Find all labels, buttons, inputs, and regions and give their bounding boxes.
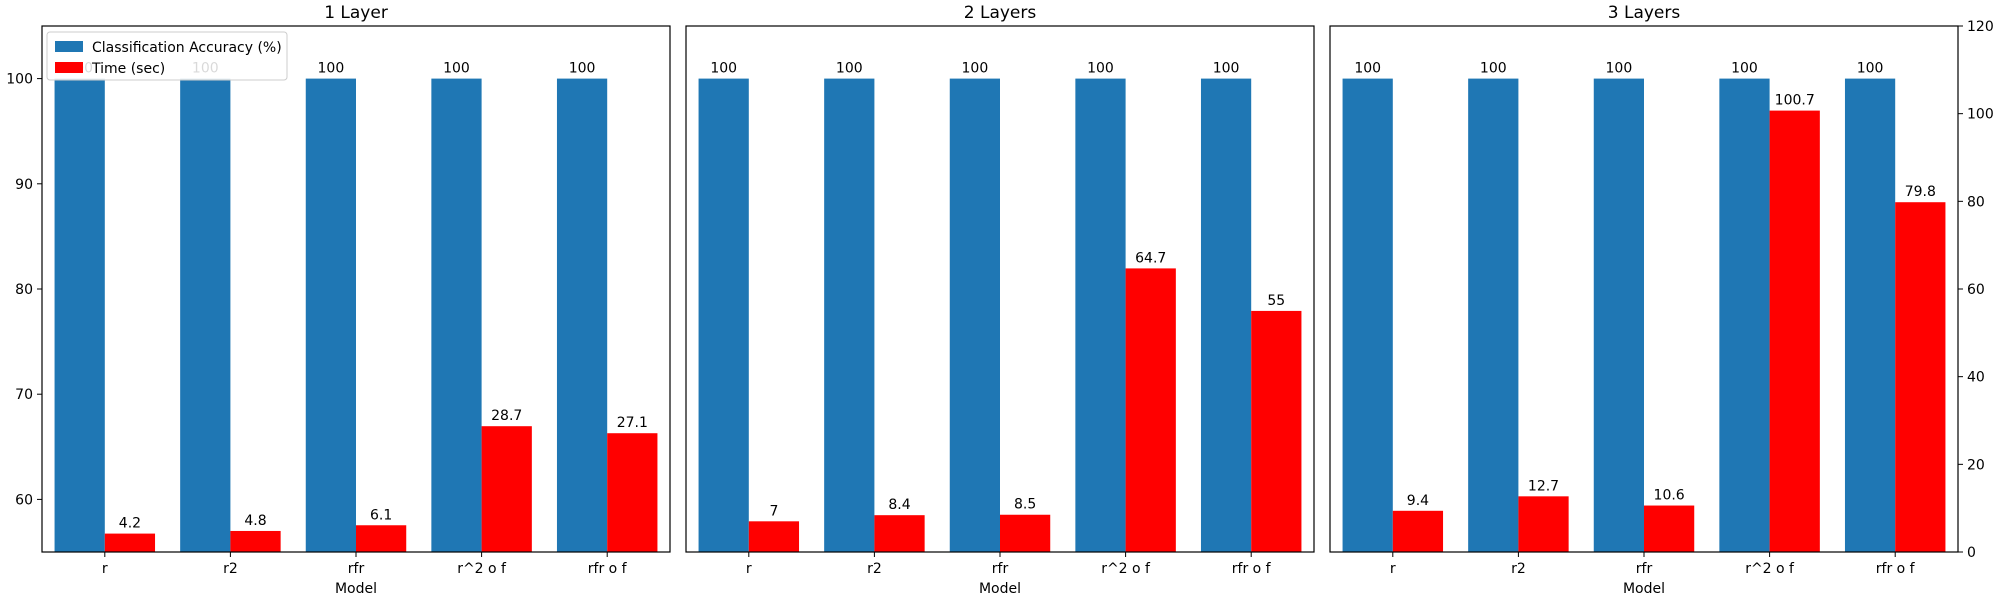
panel-title: 1 Layer bbox=[324, 3, 388, 23]
x-tick-label: rfr o f bbox=[1876, 561, 1916, 577]
time-bar bbox=[1895, 202, 1946, 552]
accuracy-bar bbox=[305, 78, 356, 552]
accuracy-bar bbox=[556, 78, 608, 552]
accuracy-value-label: 100 bbox=[962, 61, 989, 77]
time-value-label: 10.6 bbox=[1654, 488, 1685, 504]
accuracy-bar bbox=[1342, 78, 1393, 552]
x-tick-label: rfr o f bbox=[1232, 561, 1272, 577]
accuracy-value-label: 100 bbox=[1480, 61, 1507, 77]
x-axis-label: Model bbox=[979, 581, 1021, 597]
time-bar bbox=[1251, 310, 1302, 552]
accuracy-bar bbox=[824, 78, 875, 552]
left-y-tick-label: 80 bbox=[15, 282, 33, 298]
left-y-tick-label: 60 bbox=[15, 492, 33, 508]
legend-label: Classification Accuracy (%) bbox=[92, 40, 282, 56]
time-bar bbox=[748, 521, 800, 552]
left-y-tick-label: 100 bbox=[6, 72, 33, 88]
accuracy-value-label: 100 bbox=[1606, 61, 1633, 77]
right-y-tick-label: 120 bbox=[1967, 19, 1994, 35]
left-y-tick-label: 90 bbox=[15, 177, 33, 193]
time-bar bbox=[104, 533, 156, 552]
accuracy-value-label: 100 bbox=[318, 61, 345, 77]
x-tick-label: rfr bbox=[348, 561, 365, 577]
time-value-label: 6.1 bbox=[370, 507, 392, 523]
x-tick-label: r^2 o f bbox=[1745, 561, 1795, 577]
x-tick-label: r bbox=[746, 561, 752, 577]
accuracy-value-label: 100 bbox=[443, 61, 470, 77]
right-y-tick-label: 100 bbox=[1967, 107, 1994, 123]
accuracy-value-label: 100 bbox=[1354, 61, 1381, 77]
time-value-label: 100.7 bbox=[1775, 93, 1815, 109]
time-value-label: 8.4 bbox=[888, 497, 910, 513]
accuracy-value-label: 100 bbox=[1087, 61, 1114, 77]
x-tick-label: r^2 o f bbox=[457, 561, 507, 577]
accuracy-value-label: 100 bbox=[710, 61, 737, 77]
time-bar bbox=[874, 515, 925, 552]
accuracy-bar bbox=[1719, 78, 1770, 552]
accuracy-bar bbox=[431, 78, 482, 552]
x-tick-label: r bbox=[1390, 561, 1396, 577]
accuracy-bar bbox=[54, 78, 105, 552]
right-y-tick-label: 0 bbox=[1967, 545, 1976, 561]
x-tick-label: r bbox=[102, 561, 108, 577]
panel-title: 3 Layers bbox=[1608, 3, 1681, 23]
time-value-label: 64.7 bbox=[1135, 250, 1166, 266]
legend-box bbox=[46, 31, 288, 81]
accuracy-bar bbox=[1844, 78, 1896, 552]
time-bar bbox=[481, 426, 532, 552]
time-value-label: 27.1 bbox=[617, 415, 648, 431]
time-bar bbox=[607, 433, 658, 552]
x-tick-label: rfr bbox=[1636, 561, 1653, 577]
time-value-label: 4.8 bbox=[244, 513, 266, 529]
time-value-label: 4.2 bbox=[119, 516, 141, 532]
right-y-tick-label: 40 bbox=[1967, 370, 1985, 386]
time-bar bbox=[230, 530, 281, 552]
time-value-label: 28.7 bbox=[491, 408, 522, 424]
accuracy-value-label: 100 bbox=[836, 61, 863, 77]
time-value-label: 7 bbox=[769, 503, 778, 519]
right-y-tick-label: 20 bbox=[1967, 457, 1985, 473]
x-tick-label: rfr bbox=[992, 561, 1009, 577]
accuracy-bar bbox=[1075, 78, 1126, 552]
panel-title: 2 Layers bbox=[964, 3, 1037, 23]
right-y-tick-label: 60 bbox=[1967, 282, 1985, 298]
time-bar bbox=[1518, 496, 1569, 552]
time-value-label: 55 bbox=[1267, 293, 1285, 309]
x-tick-label: r2 bbox=[223, 561, 238, 577]
x-tick-label: r2 bbox=[1511, 561, 1526, 577]
time-bar bbox=[1769, 110, 1820, 553]
accuracy-bar bbox=[1593, 78, 1644, 552]
accuracy-bar bbox=[1200, 78, 1252, 552]
time-value-label: 79.8 bbox=[1905, 184, 1936, 200]
legend-swatch bbox=[55, 62, 83, 73]
x-axis-label: Model bbox=[335, 581, 377, 597]
legend-label: Time (sec) bbox=[91, 61, 165, 77]
time-bar bbox=[1644, 505, 1695, 552]
right-y-tick-label: 80 bbox=[1967, 194, 1985, 210]
x-tick-label: r2 bbox=[867, 561, 882, 577]
accuracy-value-label: 100 bbox=[1857, 61, 1884, 77]
time-value-label: 9.4 bbox=[1407, 493, 1429, 509]
accuracy-value-label: 100 bbox=[1731, 61, 1758, 77]
accuracy-bar bbox=[949, 78, 1000, 552]
x-tick-label: rfr o f bbox=[588, 561, 628, 577]
x-tick-label: r^2 o f bbox=[1101, 561, 1151, 577]
accuracy-value-label: 100 bbox=[1213, 61, 1240, 77]
accuracy-bar bbox=[1468, 78, 1519, 552]
time-bar bbox=[356, 525, 407, 552]
time-value-label: 8.5 bbox=[1014, 497, 1036, 513]
time-bar bbox=[1000, 514, 1051, 552]
left-y-tick-label: 70 bbox=[15, 387, 33, 403]
accuracy-bar bbox=[180, 78, 231, 552]
accuracy-bar bbox=[698, 78, 749, 552]
accuracy-value-label: 100 bbox=[569, 61, 596, 77]
time-value-label: 12.7 bbox=[1528, 478, 1559, 494]
panel-frame bbox=[685, 25, 1315, 553]
time-bar bbox=[1125, 268, 1176, 552]
legend-swatch bbox=[55, 41, 83, 52]
time-bar bbox=[1392, 510, 1444, 552]
x-axis-label: Model bbox=[1623, 581, 1665, 597]
